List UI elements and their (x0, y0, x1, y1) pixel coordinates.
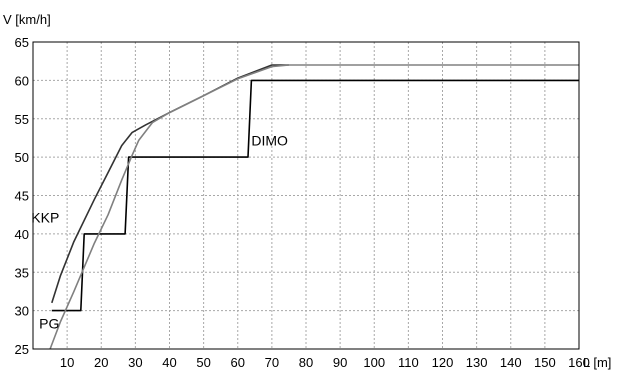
y-tick-label: 25 (15, 342, 29, 357)
series-line-pg (49, 64, 579, 350)
series-label-kkp: KKP (31, 209, 59, 225)
x-tick-label: 80 (299, 355, 313, 370)
x-tick-label: 90 (333, 355, 347, 370)
series-label-dimo: DIMO (251, 133, 288, 149)
series-line-kkp (51, 64, 289, 304)
series-line-dimo (51, 79, 579, 312)
x-tick-label: 60 (231, 355, 245, 370)
series-lines (49, 64, 579, 350)
series-label-pg: PG (39, 315, 59, 331)
y-tick-label: 65 (15, 35, 29, 50)
grid (33, 42, 579, 349)
x-tick-label: 50 (196, 355, 210, 370)
x-tick-label: 150 (534, 355, 556, 370)
y-tick-label: 55 (15, 112, 29, 127)
y-axis-title: V [km/h] (3, 12, 51, 27)
x-tick-label: 20 (94, 355, 108, 370)
x-axis-title: L [m] (583, 355, 611, 370)
x-tick-label: 100 (363, 355, 385, 370)
y-tick-label: 35 (15, 265, 29, 280)
plot-frame (32, 41, 580, 350)
x-tick-label: 10 (60, 355, 74, 370)
x-tick-label: 120 (432, 355, 454, 370)
y-tick-label: 60 (15, 73, 29, 88)
y-tick-label: 50 (15, 150, 29, 165)
x-tick-label: 40 (162, 355, 176, 370)
x-tick-label: 110 (398, 355, 419, 370)
x-tick-label: 130 (466, 355, 488, 370)
y-tick-label: 30 (15, 304, 29, 319)
y-tick-label: 45 (15, 189, 29, 204)
x-tick-label: 140 (500, 355, 522, 370)
y-tick-label: 40 (15, 227, 29, 242)
tick-labels: 10 20 30 40 50 60 70 80 90 100 110 120 130 140 150 160 2… (15, 35, 590, 370)
x-tick-label: 30 (128, 355, 142, 370)
series-labels: DIMO KKP PG (31, 133, 288, 332)
x-tick-label: 70 (265, 355, 279, 370)
x-tick-label: 160 (568, 355, 590, 370)
